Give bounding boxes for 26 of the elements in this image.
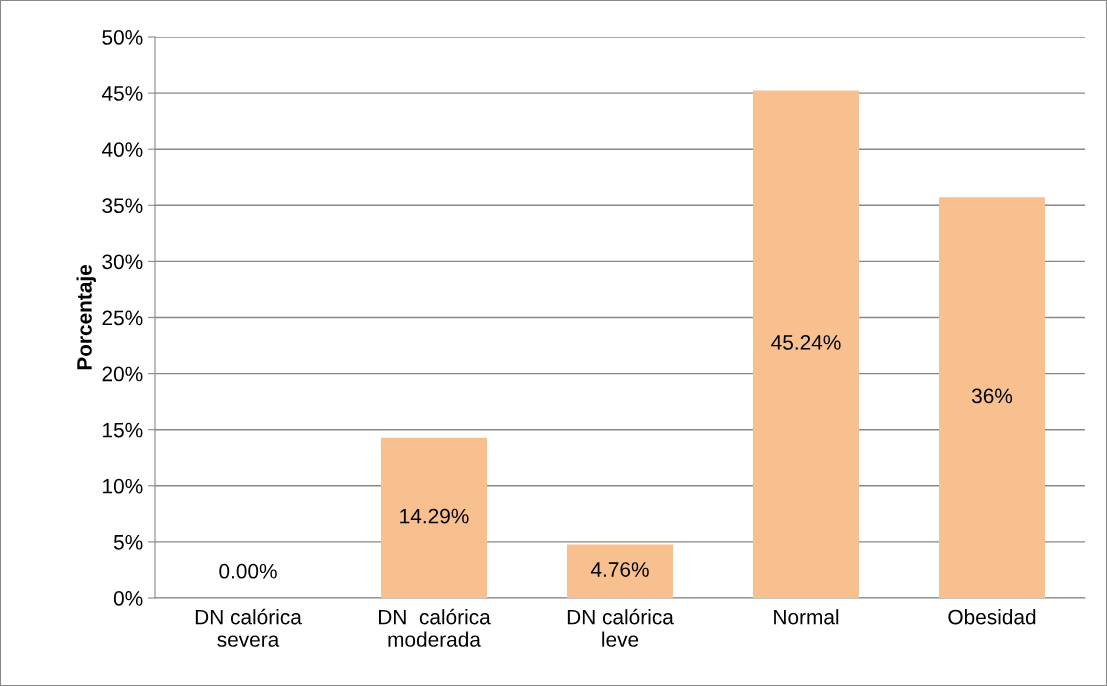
y-tick-label: 25%: [102, 310, 143, 326]
y-tick-label: 45%: [101, 86, 143, 101]
data-label: 0.00%: [219, 563, 277, 579]
y-tick-label: 30%: [102, 254, 143, 270]
data-label: 45.24%: [771, 335, 841, 350]
y-tick-label: 35%: [102, 198, 143, 214]
x-tick-label: Obesidad: [948, 609, 1036, 625]
x-tick-label: DN calórica moderada: [378, 608, 491, 647]
bar: [752, 90, 860, 598]
y-tick-label: 15%: [103, 422, 143, 438]
y-tick-label: 50%: [102, 30, 143, 45]
y-tick-label: 5%: [113, 534, 143, 550]
bar: [380, 437, 488, 598]
data-label: 36%: [971, 388, 1013, 404]
x-tick-label: Normal: [774, 609, 839, 625]
x-tick-label: DN calórica severa: [195, 608, 302, 647]
bar: [938, 197, 1046, 598]
y-tick-label: 0%: [113, 591, 143, 606]
y-tick-label: 20%: [102, 366, 143, 382]
data-label: 4.76%: [590, 562, 649, 577]
x-tick-label: DN calórica leve: [567, 608, 674, 647]
y-tick-label: 10%: [103, 478, 143, 494]
bar: [566, 544, 674, 598]
y-tick-label: 40%: [101, 142, 143, 157]
data-label: 14.29%: [400, 508, 469, 524]
y-axis-title: Porcentaje: [76, 264, 96, 370]
